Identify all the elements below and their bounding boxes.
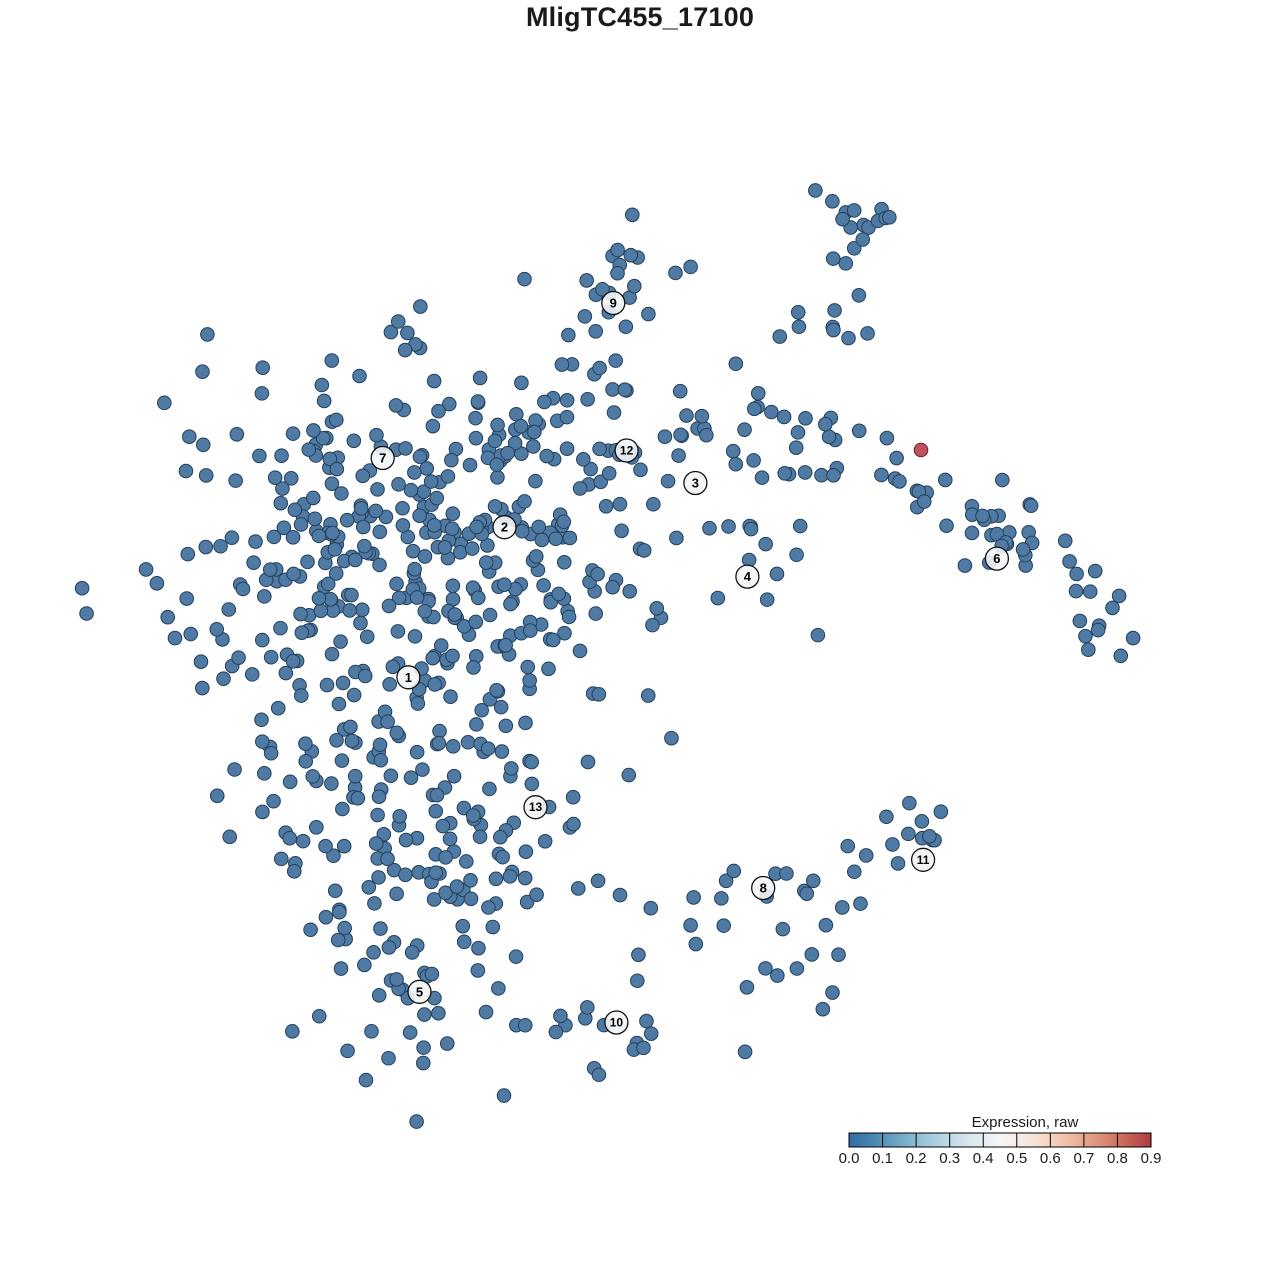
svg-text:Expression, raw: Expression, raw xyxy=(972,1114,1079,1131)
svg-text:0.2: 0.2 xyxy=(906,1150,927,1167)
svg-text:0.9: 0.9 xyxy=(1141,1150,1162,1167)
svg-text:0.1: 0.1 xyxy=(872,1150,893,1167)
svg-text:13: 13 xyxy=(529,800,543,814)
svg-text:1: 1 xyxy=(405,670,412,685)
svg-text:6: 6 xyxy=(993,551,1000,566)
svg-text:12: 12 xyxy=(620,444,634,458)
svg-text:5: 5 xyxy=(416,984,423,999)
svg-text:8: 8 xyxy=(760,881,767,896)
svg-text:0.7: 0.7 xyxy=(1073,1150,1094,1167)
svg-text:10: 10 xyxy=(610,1016,624,1030)
svg-text:2: 2 xyxy=(501,520,508,535)
svg-text:3: 3 xyxy=(692,476,699,491)
svg-text:0.3: 0.3 xyxy=(939,1150,960,1167)
svg-text:0.4: 0.4 xyxy=(973,1150,994,1167)
svg-text:9: 9 xyxy=(610,296,617,311)
svg-text:0.6: 0.6 xyxy=(1040,1150,1061,1167)
svg-text:4: 4 xyxy=(744,569,752,584)
svg-text:11: 11 xyxy=(917,853,930,867)
svg-text:7: 7 xyxy=(379,451,386,466)
svg-text:0.5: 0.5 xyxy=(1006,1150,1027,1167)
svg-text:0.0: 0.0 xyxy=(839,1150,860,1167)
svg-text:0.8: 0.8 xyxy=(1107,1150,1128,1167)
